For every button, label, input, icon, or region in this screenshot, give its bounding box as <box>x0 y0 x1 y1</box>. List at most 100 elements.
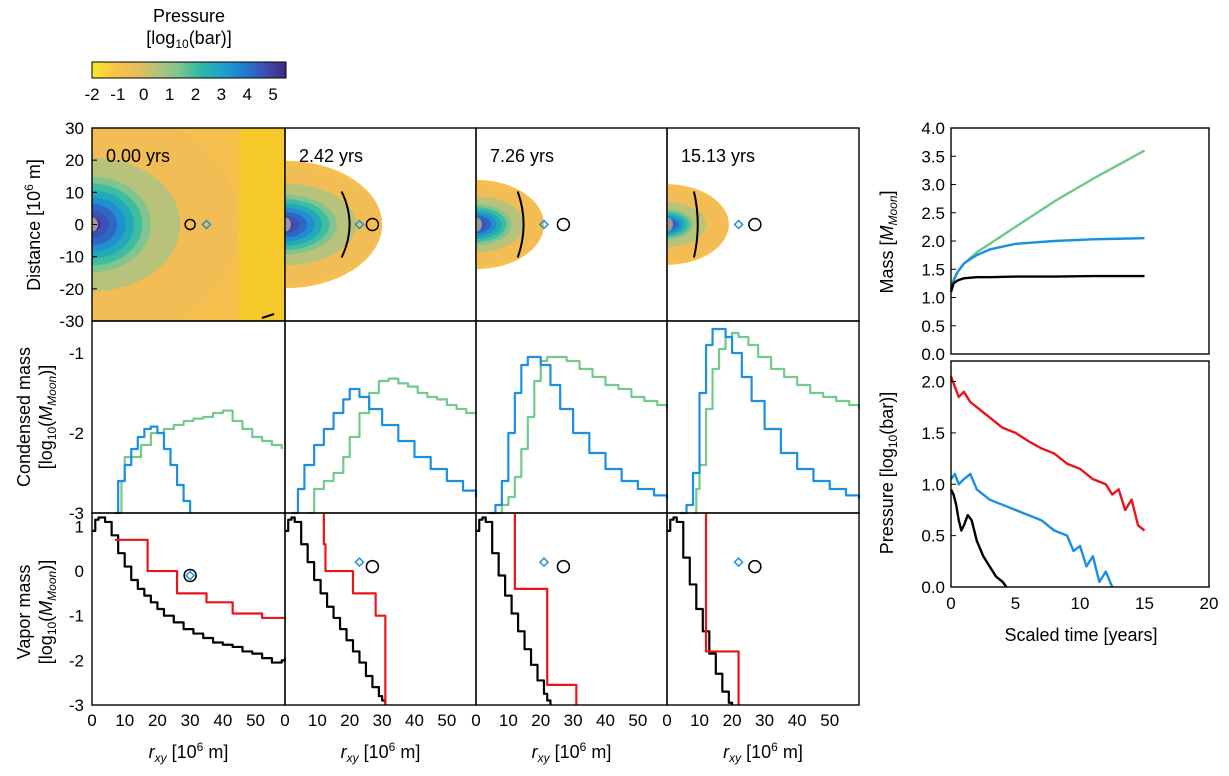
pressure-map-3 <box>667 184 762 265</box>
series-line-blue <box>488 355 669 515</box>
time-label: 7.26 yrs <box>490 146 554 166</box>
condensed-panel-3 <box>680 327 861 515</box>
rxy-symbol: r <box>341 742 348 762</box>
series-line-red <box>322 513 387 705</box>
roche-arc <box>516 191 525 258</box>
rxy-xlabel: rxy [106 m] <box>149 740 229 765</box>
colorbar-tick-label: -1 <box>110 85 125 104</box>
planet-core <box>285 217 291 232</box>
rxy-tick-label: 0 <box>662 711 671 730</box>
series-line-black <box>949 488 1008 588</box>
x-tick-label: 10 <box>1071 594 1090 613</box>
rxy-tick-label: 40 <box>405 711 424 730</box>
moon-diamond <box>354 557 365 568</box>
rxy-tick-label: 50 <box>628 711 647 730</box>
panel-frame <box>950 360 1210 588</box>
rxy-tick-label: 50 <box>246 711 265 730</box>
condensed-panel-1 <box>291 377 478 515</box>
pressure-ylabel: Pressure [log10(bar)] <box>877 392 900 554</box>
colorbar-tick-label: 0 <box>139 85 148 104</box>
x-tick-label: 20 <box>1200 594 1219 613</box>
rxy-tick-label: 10 <box>115 711 134 730</box>
panel-frame <box>284 320 477 514</box>
distance-tick-label: 30 <box>65 119 84 138</box>
rxy-tick-label: 20 <box>531 711 550 730</box>
rxy-tick-label: 50 <box>437 711 456 730</box>
rxy-tick-label: 20 <box>723 711 742 730</box>
mass-vs-time-chart: 0.0 0.5 1.0 1.5 2.0 2.5 3.0 3.5 4.0 <box>921 119 1210 364</box>
time-xlabel: Scaled time [years] <box>1004 625 1157 645</box>
rxy-symbol: r <box>532 742 539 762</box>
rxy-tick-label: 20 <box>148 711 167 730</box>
pressure-map-1 <box>285 160 383 289</box>
pressure-vs-time-chart: 0.0 0.5 1.0 1.5 2.0 0 5 10 15 20 <box>921 360 1219 613</box>
colorbar-tick-label: 4 <box>242 85 251 104</box>
series-line-green <box>495 355 669 515</box>
colorbar-tick-label: 5 <box>268 85 277 104</box>
series-line-black <box>285 516 387 705</box>
rxy-tick-label: 40 <box>596 711 615 730</box>
time-label: 15.13 yrs <box>681 146 755 166</box>
y-tick-label: 2.5 <box>921 204 945 223</box>
rxy-tick-label: 30 <box>755 711 774 730</box>
condensed-tick-label: -3 <box>69 504 84 523</box>
colorbar-unit: [log10(bar)] <box>146 28 231 51</box>
vapor-mass-panels: 0 10 20 30 40 50 0 10 20 30 40 50 0 10 20 30 40 50 0 10 20 30… <box>69 512 860 730</box>
condensed-ylabel: Condensed mass [log10(MMoon)] <box>14 347 59 487</box>
svg-text:Vapor mass: Vapor mass <box>14 565 34 660</box>
roche-arc <box>692 191 699 258</box>
series-line-black <box>667 516 734 705</box>
y-tick-label: 0.5 <box>921 317 945 336</box>
distance-tick-label: 0 <box>75 216 84 235</box>
pressure-map-2 <box>476 179 571 270</box>
rxy-exponent: 6 <box>197 740 204 754</box>
moon-diamond <box>538 219 550 230</box>
series-line-red <box>949 375 1146 532</box>
rxy-subscript: xy <box>728 751 742 765</box>
y-tick-label: 1.5 <box>921 260 945 279</box>
rxy-tick-label: 30 <box>373 711 392 730</box>
rxy-xlabel: rxy [106 m] <box>723 740 803 765</box>
rxy-tick-label: 20 <box>340 711 359 730</box>
x-tick-label: 5 <box>1011 594 1020 613</box>
colorbar-tick-label: 1 <box>165 85 174 104</box>
svg-text:[log10(MMoon)]: [log10(MMoon)] <box>36 365 59 469</box>
rxy-tick-label: 40 <box>213 711 232 730</box>
rxy-unit-end: m] <box>778 742 803 762</box>
colorbar-title: Pressure <box>153 6 225 26</box>
panel-frame <box>91 512 286 706</box>
series-line-green <box>949 149 1146 290</box>
series-line-blue <box>949 236 1145 290</box>
series-line-green <box>307 377 476 515</box>
vapor-ylabel: Vapor mass [log10(MMoon)] <box>14 560 59 664</box>
x-tick-label: 0 <box>946 594 955 613</box>
rxy-xlabel: rxy [106 m] <box>341 740 421 765</box>
panel-frame <box>666 512 860 706</box>
moon-circle <box>556 217 571 232</box>
distance-tick-label: 10 <box>65 183 84 202</box>
moon-diamond <box>733 219 744 230</box>
rxy-tick-label: 10 <box>308 711 327 730</box>
series-line-blue <box>680 327 861 515</box>
vapor-tick-label: 0 <box>75 562 84 581</box>
rxy-unit: [10 <box>359 742 389 762</box>
pressure-outer-region <box>239 128 285 321</box>
y-tick-label: 2.0 <box>921 373 945 392</box>
y-tick-label: 3.5 <box>921 147 945 166</box>
rxy-subscript: xy <box>537 751 551 765</box>
distance-tick-label: -10 <box>59 248 84 267</box>
colorbar: Pressure [log10(bar)] -2 -1 0 1 2 3 4 5 <box>84 6 287 104</box>
distance-tick-label: -30 <box>59 312 84 331</box>
moon-circle <box>184 218 196 231</box>
series-line-blue <box>291 387 478 515</box>
time-label: 0.00 yrs <box>106 146 170 166</box>
rxy-tick-label: 50 <box>820 711 839 730</box>
moon-circle <box>556 559 571 574</box>
rxy-tick-label: 0 <box>280 711 289 730</box>
vapor-tick-label: -2 <box>69 651 84 670</box>
rxy-subscript: xy <box>346 751 360 765</box>
rxy-tick-label: 10 <box>499 711 518 730</box>
pressure-map-panels: 0.00 yrs 2.42 yrs 7.26 yrs 15.13 yrs -30 -20 -… <box>59 119 860 331</box>
moon-diamond <box>733 557 744 568</box>
